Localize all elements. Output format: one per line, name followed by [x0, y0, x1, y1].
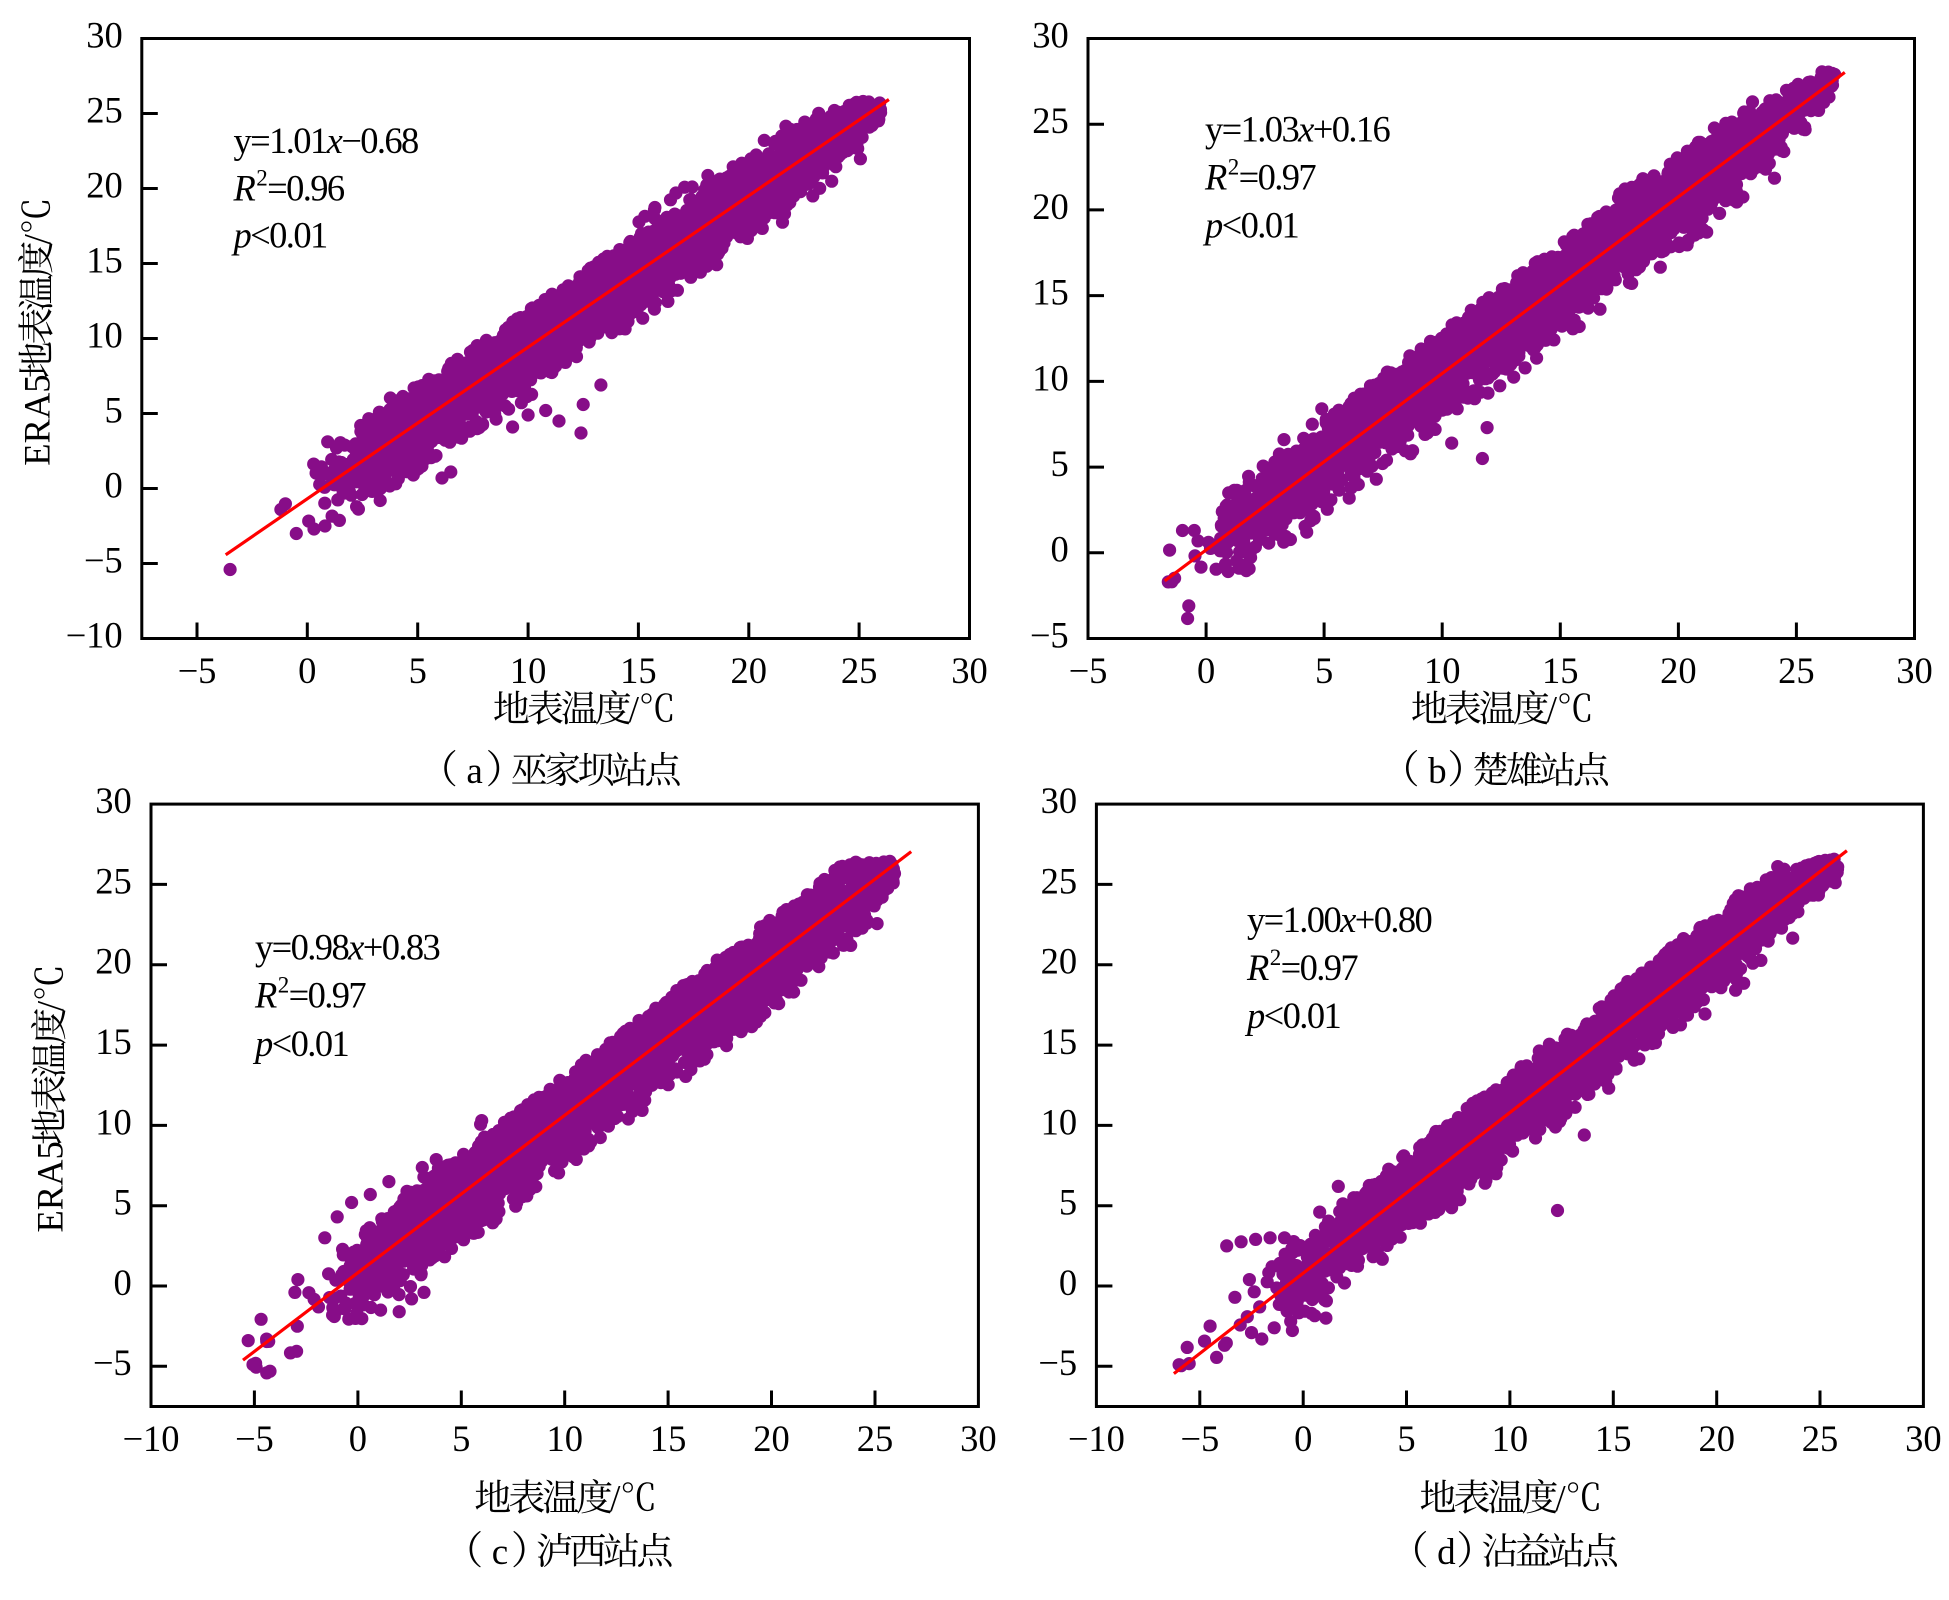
svg-text:5: 5	[452, 1418, 470, 1459]
svg-text:y=0.98x+0.83: y=0.98x+0.83	[255, 927, 440, 968]
svg-text:10: 10	[1032, 357, 1069, 398]
svg-text:30: 30	[1896, 650, 1933, 691]
svg-text:30: 30	[1041, 780, 1078, 821]
svg-text:25: 25	[1778, 650, 1815, 691]
svg-text:5: 5	[1315, 650, 1333, 691]
svg-text:−5: −5	[1180, 1418, 1219, 1459]
svg-text:5: 5	[104, 389, 122, 430]
svg-text:0: 0	[1294, 1418, 1312, 1459]
svg-text:y=1.03x+0.16: y=1.03x+0.16	[1205, 109, 1391, 150]
svg-text:/: /	[629, 689, 640, 730]
svg-text:−5: −5	[235, 1418, 274, 1459]
svg-text:10: 10	[95, 1101, 132, 1142]
svg-text:15: 15	[620, 650, 657, 691]
svg-text:20: 20	[753, 1418, 790, 1459]
svg-text:−5: −5	[1038, 1342, 1077, 1383]
svg-text:5: 5	[113, 1182, 131, 1223]
svg-text:25: 25	[1032, 100, 1069, 141]
svg-text:R2=0.97: R2=0.97	[1204, 155, 1316, 198]
svg-text:25: 25	[95, 860, 132, 901]
svg-text:0: 0	[298, 650, 316, 691]
svg-text:30: 30	[86, 14, 123, 55]
svg-text:/: /	[30, 1000, 71, 1011]
svg-text:0: 0	[1059, 1262, 1077, 1303]
svg-text:20: 20	[731, 650, 768, 691]
svg-text:30: 30	[1905, 1418, 1942, 1459]
svg-text:15: 15	[1041, 1021, 1078, 1062]
svg-text:10: 10	[1041, 1101, 1078, 1142]
svg-text:0: 0	[1050, 529, 1068, 570]
svg-text:0: 0	[113, 1262, 131, 1303]
svg-text:30: 30	[1032, 14, 1069, 55]
svg-text:/: /	[17, 233, 58, 244]
svg-text:15: 15	[1032, 272, 1069, 313]
svg-text:R2=0.97: R2=0.97	[1246, 945, 1358, 988]
svg-text:30: 30	[960, 1418, 997, 1459]
svg-text:b: b	[1428, 751, 1447, 792]
svg-text:25: 25	[86, 89, 123, 130]
svg-text:y=1.00x+0.80: y=1.00x+0.80	[1247, 899, 1432, 940]
svg-text:20: 20	[1660, 650, 1697, 691]
svg-text:d: d	[1437, 1532, 1456, 1573]
svg-text:a: a	[466, 751, 482, 792]
svg-text:ERA5: ERA5	[30, 1141, 71, 1232]
svg-text:−10: −10	[66, 614, 123, 655]
svg-text:25: 25	[857, 1418, 894, 1459]
svg-text:0: 0	[104, 464, 122, 505]
svg-text:10: 10	[86, 314, 123, 355]
svg-text:p<0.01: p<0.01	[1202, 205, 1298, 246]
svg-text:10: 10	[1492, 1418, 1529, 1459]
svg-text:20: 20	[1032, 186, 1069, 227]
svg-text:10: 10	[510, 650, 547, 691]
svg-text:−10: −10	[122, 1418, 179, 1459]
svg-text:p<0.01: p<0.01	[252, 1023, 348, 1064]
svg-text:c: c	[492, 1532, 508, 1573]
svg-text:15: 15	[86, 239, 123, 280]
svg-text:ERA5: ERA5	[17, 374, 58, 465]
svg-text:15: 15	[1542, 650, 1579, 691]
svg-text:0: 0	[1197, 650, 1215, 691]
svg-text:y=1.01x−0.68: y=1.01x−0.68	[234, 120, 419, 161]
svg-text:20: 20	[95, 941, 132, 982]
svg-text:20: 20	[1698, 1418, 1735, 1459]
svg-text:−5: −5	[84, 539, 123, 580]
svg-text:30: 30	[951, 650, 988, 691]
svg-text:−5: −5	[1030, 614, 1069, 655]
svg-text:/: /	[1547, 689, 1558, 730]
svg-text:5: 5	[1059, 1182, 1077, 1223]
svg-text:/: /	[610, 1478, 621, 1519]
svg-text:15: 15	[650, 1418, 687, 1459]
svg-text:−10: −10	[1068, 1418, 1125, 1459]
svg-text:0: 0	[349, 1418, 367, 1459]
svg-text:30: 30	[95, 780, 132, 821]
svg-text:10: 10	[1424, 650, 1461, 691]
svg-text:15: 15	[95, 1021, 132, 1062]
svg-text:15: 15	[1595, 1418, 1632, 1459]
svg-text:/: /	[1556, 1478, 1567, 1519]
svg-text:20: 20	[1041, 941, 1078, 982]
svg-text:p<0.01: p<0.01	[231, 215, 327, 256]
svg-text:−5: −5	[93, 1342, 132, 1383]
svg-text:5: 5	[1397, 1418, 1415, 1459]
svg-text:R2=0.96: R2=0.96	[233, 166, 345, 209]
svg-text:−5: −5	[1069, 650, 1108, 691]
svg-text:20: 20	[86, 164, 123, 205]
svg-text:p<0.01: p<0.01	[1244, 995, 1340, 1036]
svg-text:10: 10	[546, 1418, 583, 1459]
svg-text:25: 25	[841, 650, 878, 691]
svg-text:25: 25	[1041, 860, 1078, 901]
svg-text:25: 25	[1802, 1418, 1839, 1459]
svg-text:R2=0.97: R2=0.97	[254, 973, 366, 1016]
svg-text:5: 5	[1050, 443, 1068, 484]
svg-text:5: 5	[409, 650, 427, 691]
svg-text:−5: −5	[178, 650, 217, 691]
